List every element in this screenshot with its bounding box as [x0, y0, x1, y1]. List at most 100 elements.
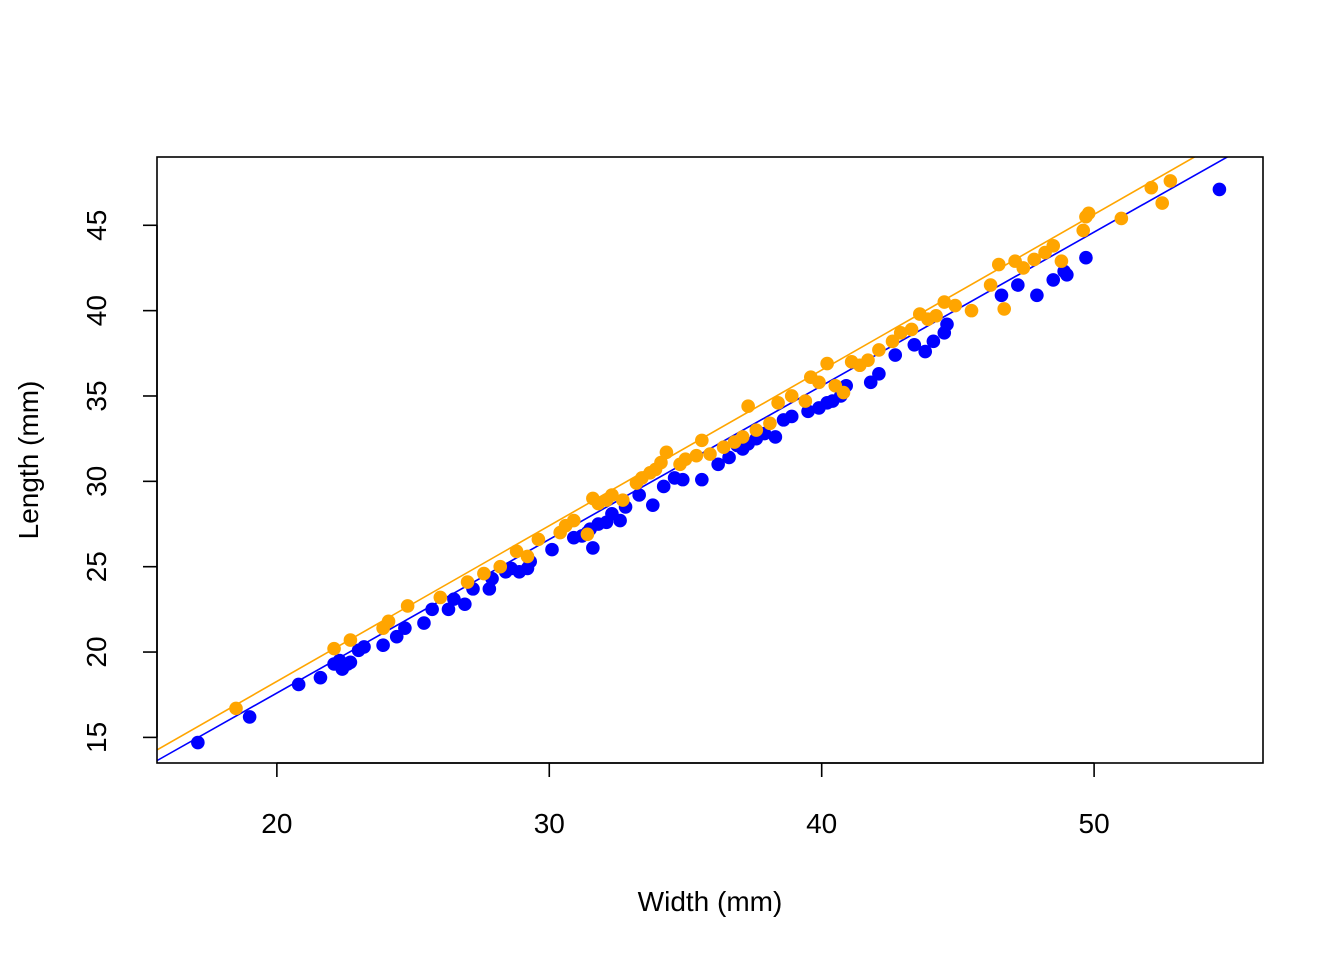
- point-series-2: [616, 493, 630, 507]
- fit-line-2: [157, 157, 1197, 751]
- point-series-1: [1046, 273, 1061, 287]
- point-series-2: [1076, 223, 1091, 238]
- point-series-1: [1079, 250, 1093, 265]
- y-tick-label: 40: [81, 295, 112, 326]
- point-series-2: [929, 308, 943, 323]
- point-series-1: [389, 629, 404, 644]
- point-series-1: [398, 621, 412, 635]
- x-tick-label: 40: [806, 808, 837, 839]
- point-series-1: [613, 513, 627, 528]
- point-series-2: [229, 701, 243, 716]
- point-series-1: [784, 409, 799, 424]
- point-series-2: [477, 566, 491, 581]
- point-series-1: [994, 288, 1009, 303]
- point-series-2: [893, 326, 908, 340]
- y-tick-label: 20: [81, 636, 112, 667]
- point-series-2: [885, 334, 900, 349]
- point-series-1: [675, 472, 690, 487]
- point-series-2: [493, 559, 508, 574]
- point-series-2: [861, 353, 875, 367]
- point-series-2: [798, 394, 813, 408]
- point-series-2: [703, 447, 717, 461]
- point-series-2: [1081, 206, 1096, 221]
- y-tick-label: 25: [81, 551, 112, 582]
- point-series-1: [447, 592, 461, 606]
- point-series-2: [460, 575, 475, 589]
- point-series-2: [678, 452, 693, 466]
- point-series-2: [654, 455, 668, 470]
- y-tick-label: 45: [81, 210, 112, 241]
- point-series-2: [716, 440, 731, 454]
- point-series-2: [1046, 238, 1061, 253]
- point-series-1: [918, 344, 933, 359]
- point-series-1: [940, 317, 954, 332]
- x-axis: 20 30 40 50: [261, 762, 1110, 839]
- point-series-1: [656, 479, 671, 494]
- point-series-2: [689, 448, 704, 463]
- point-series-2: [749, 423, 764, 437]
- x-tick-label: 50: [1079, 808, 1110, 839]
- point-series-2: [741, 399, 755, 414]
- point-series-2: [964, 303, 979, 318]
- point-series-1: [458, 597, 472, 612]
- y-tick-label: 15: [81, 722, 112, 753]
- point-series-2: [659, 445, 674, 460]
- point-series-2: [381, 614, 396, 629]
- point-series-1: [1030, 288, 1044, 303]
- point-series-1: [695, 472, 709, 487]
- point-series-2: [771, 396, 785, 410]
- point-series-1: [768, 430, 783, 444]
- point-series-2: [937, 295, 952, 309]
- point-series-2: [1144, 180, 1159, 195]
- point-series-1: [291, 677, 306, 692]
- point-series-1: [801, 404, 815, 419]
- point-series-1: [722, 450, 736, 465]
- y-axis: 15 20 25 30 35 40 45: [81, 210, 158, 753]
- point-series-2: [1163, 174, 1178, 188]
- point-series-2: [997, 302, 1012, 316]
- y-axis-title: Length (mm): [13, 381, 44, 540]
- point-series-1: [417, 616, 431, 630]
- point-series-2: [520, 549, 535, 564]
- point-series-1: [586, 541, 600, 555]
- point-series-2: [836, 385, 851, 400]
- point-series-2: [580, 527, 595, 542]
- point-series-2: [531, 532, 546, 547]
- point-series-1: [1060, 267, 1074, 282]
- point-series-1: [872, 366, 886, 381]
- x-tick-label: 20: [261, 808, 292, 839]
- point-series-2: [812, 375, 826, 390]
- point-series-2: [872, 343, 886, 357]
- point-series-2: [433, 590, 448, 605]
- point-series-2: [605, 488, 619, 502]
- point-series-2: [327, 641, 341, 656]
- point-series-1: [1212, 182, 1227, 197]
- point-series-2: [509, 544, 524, 559]
- point-series-2: [695, 433, 709, 448]
- point-series-1: [888, 348, 903, 362]
- point-series-1: [926, 334, 941, 349]
- point-series-2: [983, 278, 998, 292]
- fit-lines: [157, 157, 1229, 762]
- point-series-1: [343, 655, 358, 670]
- point-series-2: [1027, 252, 1041, 267]
- point-series-1: [632, 488, 646, 502]
- point-series-1: [545, 542, 559, 557]
- point-series-2: [566, 513, 581, 528]
- point-series-1: [242, 710, 257, 724]
- point-series-1: [863, 375, 878, 390]
- point-series-2: [991, 257, 1006, 272]
- point-series-1: [645, 498, 660, 513]
- data-points: [191, 174, 1227, 750]
- point-series-1: [482, 582, 497, 596]
- point-series-2: [1016, 261, 1031, 275]
- point-series-1: [425, 602, 439, 617]
- point-series-2: [400, 599, 415, 613]
- point-series-1: [907, 337, 922, 352]
- point-series-2: [904, 322, 919, 337]
- point-series-1: [441, 602, 456, 617]
- point-series-2: [343, 633, 358, 647]
- x-axis-title: Width (mm): [638, 886, 783, 917]
- y-tick-label: 35: [81, 380, 112, 411]
